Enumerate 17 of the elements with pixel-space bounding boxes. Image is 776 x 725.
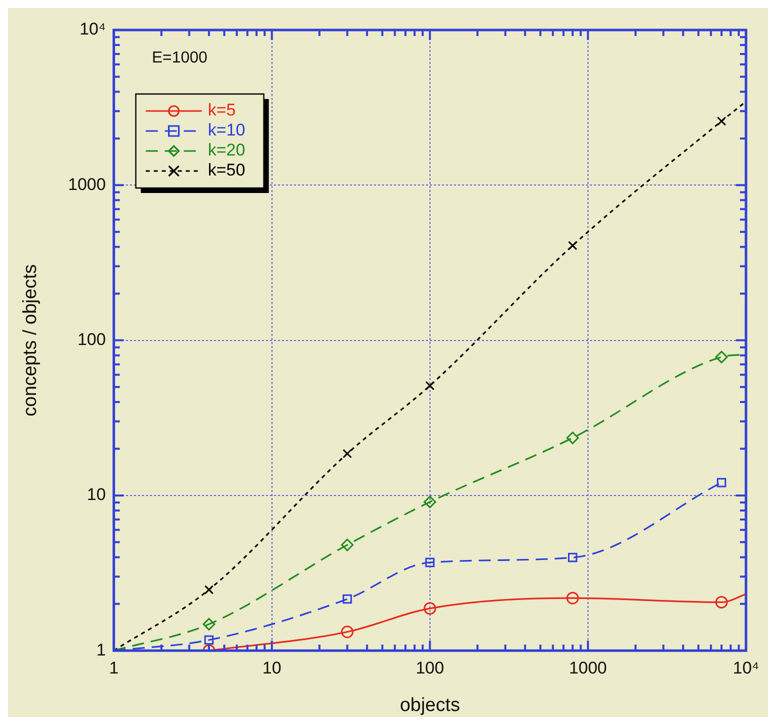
x-tick-label: 10⁴	[732, 658, 760, 678]
y-tick-label: 100	[77, 330, 106, 349]
y-tick-label: 10⁴	[80, 20, 106, 39]
x-tick-label: 1	[109, 658, 119, 678]
x-tick-label: 10	[262, 658, 282, 678]
legend-label: k=50	[208, 160, 246, 180]
y-tick-label: 1000	[68, 174, 106, 194]
annotation: E=1000	[152, 49, 208, 66]
x-tick-label: 1000	[569, 658, 607, 678]
x-axis-title: objects	[400, 695, 460, 716]
y-tick-label: 10	[86, 485, 106, 504]
legend-label: k=20	[208, 140, 246, 160]
y-axis-title: concepts / objects	[20, 264, 41, 416]
legend-label: k=5	[208, 100, 236, 120]
legend-label: k=10	[208, 120, 246, 140]
x-tick-label: 100	[416, 658, 444, 678]
y-tick-label: 1	[96, 640, 106, 660]
